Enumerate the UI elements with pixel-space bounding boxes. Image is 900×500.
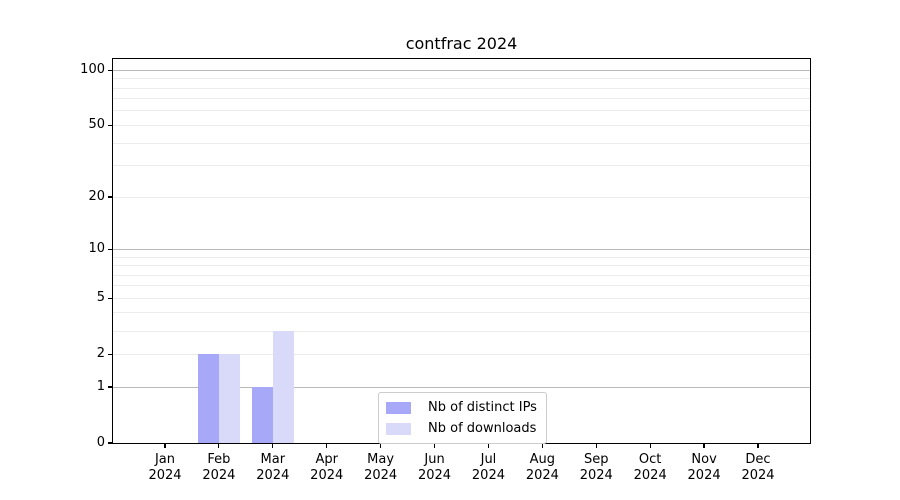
- y-tick-label: 1: [96, 379, 105, 394]
- legend-swatch-downloads-icon: [386, 422, 411, 435]
- major-gridline: [113, 248, 810, 250]
- major-gridline: [113, 386, 810, 388]
- y-tick-mark: [108, 248, 113, 250]
- x-tick-label: Mar 2024: [256, 452, 290, 483]
- x-tick-label: Nov 2024: [687, 452, 721, 483]
- minor-gridline: [113, 142, 810, 144]
- y-tick-label: 50: [88, 117, 105, 133]
- x-tick-label: May 2024: [364, 452, 398, 483]
- y-tick-mark: [108, 353, 113, 355]
- legend-label-downloads: Nb of downloads: [428, 420, 537, 436]
- x-tick-mark: [218, 443, 220, 448]
- x-tick-label: Oct 2024: [633, 452, 667, 483]
- minor-gridline: [113, 124, 810, 126]
- minor-gridline: [113, 353, 810, 355]
- x-tick-mark: [380, 443, 382, 448]
- x-tick-mark: [703, 443, 705, 448]
- chart-title: contfrac 2024: [405, 34, 518, 53]
- x-tick-label: Jul 2024: [471, 452, 505, 483]
- y-tick-mark: [108, 297, 113, 299]
- minor-gridline: [113, 330, 810, 332]
- minor-gridline: [113, 87, 810, 89]
- minor-gridline: [113, 165, 810, 167]
- y-tick-mark: [108, 386, 113, 388]
- minor-gridline: [113, 274, 810, 276]
- x-tick-label: Jan 2024: [148, 452, 182, 483]
- x-tick-label: Apr 2024: [310, 452, 344, 483]
- plot-area: Nb of distinct IPs Nb of downloads: [112, 58, 811, 444]
- y-tick-mark: [108, 196, 113, 198]
- x-tick-label: Dec 2024: [741, 452, 775, 483]
- minor-gridline: [113, 312, 810, 314]
- y-tick-label: 20: [88, 189, 105, 205]
- major-gridline: [113, 69, 810, 71]
- minor-gridline: [113, 265, 810, 266]
- bar-distinct-ips: [197, 354, 219, 443]
- minor-gridline: [113, 285, 810, 287]
- y-tick-label: 2: [96, 346, 105, 362]
- legend-swatch-distinct-ips-icon: [386, 401, 411, 414]
- bar-distinct-ips: [251, 387, 273, 443]
- y-tick-label: 10: [88, 241, 105, 257]
- y-tick-label: 0: [96, 435, 105, 450]
- minor-gridline: [113, 78, 810, 80]
- legend: Nb of distinct IPs Nb of downloads: [378, 392, 547, 444]
- x-tick-label: Feb 2024: [202, 452, 236, 483]
- x-tick-mark: [757, 443, 759, 448]
- legend-label-distinct-ips: Nb of distinct IPs: [428, 399, 537, 415]
- y-tick-mark: [108, 124, 113, 126]
- x-tick-mark: [433, 443, 436, 448]
- minor-gridline: [113, 196, 810, 198]
- legend-entry-downloads: Nb of downloads: [386, 419, 537, 438]
- legend-entry-distinct-ips: Nb of distinct IPs: [386, 398, 537, 417]
- y-tick-label: 100: [80, 62, 105, 78]
- x-tick-mark: [595, 443, 597, 448]
- y-tick-mark: [108, 69, 113, 71]
- x-tick-mark: [541, 443, 543, 448]
- minor-gridline: [113, 98, 810, 100]
- x-tick-mark: [164, 443, 166, 448]
- minor-gridline: [113, 297, 810, 299]
- bar-downloads: [272, 331, 294, 443]
- x-tick-mark: [272, 443, 274, 448]
- x-tick-mark: [326, 443, 328, 448]
- x-tick-label: Sep 2024: [579, 452, 613, 483]
- x-tick-mark: [487, 443, 490, 448]
- y-tick-label: 5: [96, 290, 105, 306]
- x-tick-label: Aug 2024: [525, 452, 559, 483]
- minor-gridline: [113, 110, 810, 112]
- minor-gridline: [113, 256, 810, 258]
- x-tick-mark: [649, 443, 651, 448]
- y-tick-mark: [108, 442, 113, 444]
- bar-downloads: [218, 354, 240, 443]
- x-tick-label: Jun 2024: [417, 452, 452, 483]
